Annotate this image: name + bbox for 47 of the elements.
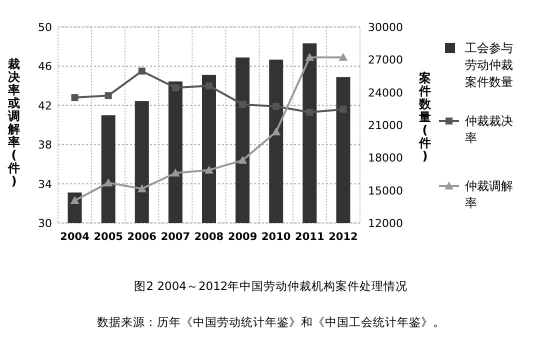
point [306, 108, 314, 116]
point [204, 166, 214, 174]
point [272, 127, 281, 136]
point [138, 68, 146, 75]
point [104, 178, 113, 186]
text: 裁决率或调解率(件) [8, 57, 20, 188]
x-tick-label: 2008 [194, 231, 224, 243]
x-tick-label: 2007 [160, 231, 190, 243]
y-tick-label: 46 [38, 60, 52, 74]
y-tick-label: 38 [38, 138, 52, 152]
point [71, 94, 78, 102]
y2-axis-title: 案件数量(件) [418, 71, 432, 163]
x-tick-label: 2006 [127, 231, 157, 243]
y-tick-label: 30 [38, 217, 52, 230]
y2-tick-label: 27000 [368, 54, 403, 67]
legend-label: 工会参与劳动仲裁案件数量 [465, 41, 513, 89]
point [338, 52, 348, 61]
point [70, 196, 80, 204]
point [272, 102, 280, 110]
point [104, 92, 112, 100]
legend-label: 仲裁裁决率 [465, 114, 513, 145]
x-tick-label: 2010 [261, 231, 291, 243]
y2-tick-label: 21000 [368, 119, 403, 132]
y-tick-label: 42 [38, 99, 52, 112]
text: 图2 2004～2012年中国劳动仲裁机构案件处理情况 [134, 279, 408, 293]
source-note: 数据来源：历年《中国劳动统计年鉴》和《中国工会统计年鉴》。 [97, 315, 445, 329]
point [340, 106, 347, 113]
x-tick-label: 2009 [228, 231, 258, 243]
y2-tick-label: 15000 [368, 184, 403, 198]
y2-tick-label: 18000 [368, 152, 403, 165]
point [238, 156, 248, 164]
y-tick-label: 34 [38, 178, 52, 191]
point [239, 100, 246, 108]
x-tick-label: 2011 [295, 231, 324, 243]
point [172, 84, 179, 92]
point [305, 52, 314, 61]
x-tick-label: 2005 [94, 231, 123, 243]
point [170, 168, 180, 177]
legend-label: 仲裁调解率 [465, 179, 513, 210]
x-tick-label: 2004 [60, 231, 90, 243]
point [137, 184, 146, 192]
point [206, 82, 212, 90]
y2-tick-label: 30000 [368, 21, 403, 34]
y2-tick-label: 12000 [368, 217, 403, 230]
x-tick-label: 2012 [328, 231, 358, 243]
y2-tick-label: 24000 [368, 86, 403, 100]
y-tick-label: 50 [38, 21, 52, 34]
